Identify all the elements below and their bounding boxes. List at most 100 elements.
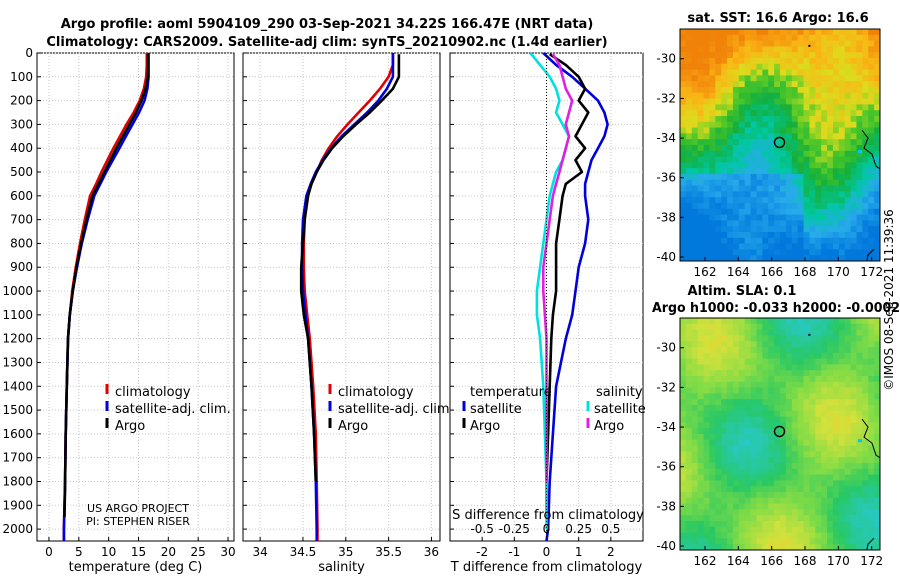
sst-cell bbox=[821, 75, 828, 82]
sst-cell bbox=[721, 40, 728, 47]
sst-cell bbox=[809, 133, 816, 140]
sst-cell bbox=[827, 75, 834, 82]
sst-cell bbox=[715, 232, 722, 239]
sla-cell bbox=[874, 486, 880, 493]
sst-cell bbox=[715, 191, 722, 198]
sst-cell bbox=[715, 116, 722, 123]
sst-cell bbox=[803, 249, 811, 256]
sst-cell bbox=[827, 232, 834, 239]
sst-cell bbox=[862, 150, 869, 158]
sst-cell bbox=[797, 232, 805, 239]
sla-cell bbox=[856, 463, 863, 470]
sla-cell bbox=[785, 399, 793, 406]
sst-cell bbox=[856, 139, 863, 146]
sla-cell bbox=[821, 352, 828, 360]
sla-cell bbox=[703, 335, 711, 342]
x-tick-label: 35.5 bbox=[375, 545, 402, 559]
sst-cell bbox=[756, 52, 763, 59]
sla-cell bbox=[821, 428, 828, 435]
sla-cell bbox=[874, 381, 880, 389]
sla-cell bbox=[791, 341, 799, 348]
sla-cell bbox=[856, 503, 863, 510]
sla-cell bbox=[832, 329, 840, 336]
sst-cell bbox=[809, 34, 816, 42]
sla-cell bbox=[727, 323, 734, 331]
sla-cell bbox=[709, 329, 716, 336]
sla-cell bbox=[874, 323, 880, 331]
sla-cell bbox=[838, 347, 846, 354]
sla-cell bbox=[697, 364, 705, 371]
sst-cell bbox=[680, 110, 687, 117]
sla-cell bbox=[680, 468, 687, 476]
sla-cell bbox=[680, 410, 687, 418]
sla-cell bbox=[732, 457, 740, 464]
sst-cell bbox=[856, 116, 863, 123]
sla-cell bbox=[750, 335, 758, 342]
sla-cell bbox=[856, 335, 863, 342]
sla-cell bbox=[862, 526, 869, 534]
sst-cell bbox=[827, 69, 834, 76]
sst-cell bbox=[727, 232, 734, 239]
sla-cell bbox=[768, 463, 775, 470]
sla-cell bbox=[844, 445, 852, 452]
sla-cell bbox=[815, 526, 822, 534]
sst-cell bbox=[838, 243, 846, 250]
sla-cell bbox=[691, 347, 699, 354]
sst-cell bbox=[874, 168, 880, 175]
sla-cell bbox=[744, 463, 752, 470]
sla-cell bbox=[815, 544, 822, 550]
sst-cell bbox=[791, 52, 799, 59]
sst-cell bbox=[697, 63, 705, 71]
sla-cell bbox=[709, 521, 716, 528]
sst-cell bbox=[721, 58, 728, 65]
sla-cell bbox=[821, 323, 828, 331]
sst-cell bbox=[862, 255, 869, 261]
sla-cell bbox=[774, 434, 781, 441]
sst-cell bbox=[750, 69, 758, 76]
sla-cell bbox=[715, 486, 722, 493]
sla-cell bbox=[803, 410, 811, 418]
sst-cell bbox=[856, 81, 863, 88]
sst-cell bbox=[862, 40, 869, 47]
sla-cell bbox=[768, 474, 775, 481]
sla-cell bbox=[691, 341, 699, 348]
sst-cell bbox=[744, 69, 752, 76]
sst-cell bbox=[762, 98, 769, 105]
sla-cell bbox=[768, 439, 775, 447]
sst-cell bbox=[856, 208, 863, 216]
sst-cell bbox=[691, 98, 699, 105]
sst-cell bbox=[850, 168, 858, 175]
sla-cell bbox=[744, 480, 752, 487]
sla-cell bbox=[803, 468, 811, 476]
sst-cell bbox=[762, 52, 769, 59]
sst-cell bbox=[797, 179, 805, 187]
sst-cell bbox=[791, 232, 799, 239]
sst-cell bbox=[832, 81, 840, 88]
sla-cell bbox=[709, 544, 716, 550]
sla-cell bbox=[803, 480, 811, 487]
sst-cell bbox=[680, 156, 687, 163]
sla-cell bbox=[850, 439, 858, 447]
sla-cell bbox=[732, 335, 740, 342]
sla-cell bbox=[697, 347, 705, 354]
sla-cell bbox=[756, 335, 763, 342]
sla-cell bbox=[768, 381, 775, 389]
sla-cell bbox=[785, 463, 793, 470]
sst-cell bbox=[691, 203, 699, 210]
sst-cell bbox=[715, 179, 722, 187]
sst-cell bbox=[844, 46, 852, 53]
sla-cell bbox=[844, 434, 852, 441]
sla-cell bbox=[709, 474, 716, 481]
sla-cell bbox=[732, 405, 740, 412]
sla-cell bbox=[685, 503, 693, 510]
sla-cell bbox=[856, 416, 863, 423]
sst-cell bbox=[756, 203, 763, 210]
sst-cell bbox=[809, 46, 816, 53]
sla-cell bbox=[680, 457, 687, 464]
x-tick-label: 0 bbox=[45, 545, 53, 559]
sla-cell bbox=[785, 439, 793, 447]
sst-cell bbox=[803, 46, 811, 53]
sst-cell bbox=[715, 40, 722, 47]
sst-cell bbox=[727, 162, 734, 169]
sla-cell bbox=[874, 439, 880, 447]
